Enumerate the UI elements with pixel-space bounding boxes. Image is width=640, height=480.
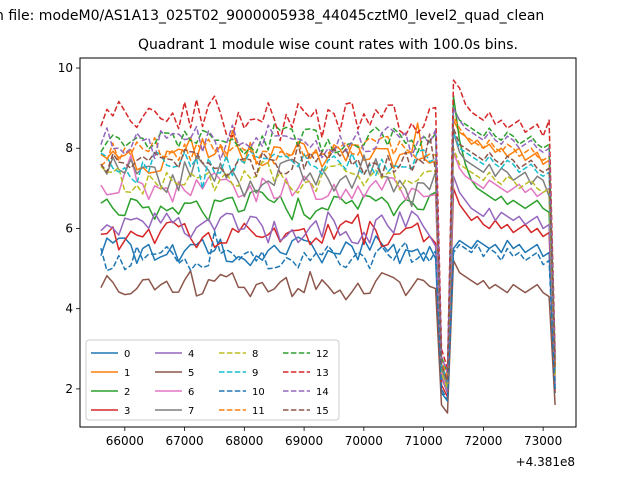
x-tick-label: 67000 <box>165 434 203 448</box>
figure-suptitle: n file: modeM0/AS1A13_025T02_9000005938_… <box>0 8 544 24</box>
series-line-13 <box>100 79 556 370</box>
legend-label-10: 10 <box>252 387 265 398</box>
series-line-6 <box>100 151 556 390</box>
x-tick-label: 70000 <box>345 434 383 448</box>
legend-label-7: 7 <box>188 406 194 417</box>
series-line-0 <box>100 235 556 402</box>
x-tick-label: 72000 <box>464 434 502 448</box>
series-line-4 <box>100 175 556 394</box>
legend-label-12: 12 <box>316 349 329 360</box>
x-axis: 66000 67000 68000 69000 70000 71000 72000 73000 <box>106 427 562 448</box>
legend-label-1: 1 <box>124 368 130 379</box>
legend-box <box>85 339 340 421</box>
legend-label-8: 8 <box>252 349 258 360</box>
x-tick-label: 73000 <box>524 434 562 448</box>
series-line-2 <box>100 95 556 382</box>
x-offset-label: +4.381e8 <box>516 455 575 469</box>
series-line-12 <box>100 107 556 374</box>
legend-label-3: 3 <box>124 406 130 417</box>
y-tick-label: 2 <box>65 382 73 396</box>
series-line-11 <box>100 115 556 378</box>
x-tick-label: 68000 <box>225 434 263 448</box>
series-layer <box>100 79 556 414</box>
legend-label-5: 5 <box>188 368 194 379</box>
y-tick-label: 8 <box>65 141 73 155</box>
y-tick-label: 6 <box>65 221 73 235</box>
legend-label-11: 11 <box>252 406 265 417</box>
series-line-3 <box>100 187 556 398</box>
legend-label-2: 2 <box>124 387 130 398</box>
x-tick-label: 69000 <box>285 434 323 448</box>
legend-label-15: 15 <box>316 406 329 417</box>
legend-label-9: 9 <box>252 368 258 379</box>
series-line-8 <box>100 147 556 390</box>
y-axis: 2 4 6 8 10 <box>58 61 80 396</box>
series-line-14 <box>100 107 556 374</box>
plot-frame <box>79 57 577 428</box>
x-tick-label: 71000 <box>405 434 443 448</box>
series-line-7 <box>100 131 556 386</box>
series-line-5 <box>100 259 556 414</box>
legend-label-0: 0 <box>124 349 130 360</box>
x-tick-label: 66000 <box>106 434 144 448</box>
series-line-10 <box>100 230 556 402</box>
legend-label-13: 13 <box>316 368 329 379</box>
series-line-1 <box>100 119 556 394</box>
y-tick-label: 4 <box>65 302 73 316</box>
legend-label-14: 14 <box>316 387 329 398</box>
chart-title: Quadrant 1 module wise count rates with … <box>138 37 518 53</box>
legend-label-4: 4 <box>188 349 194 360</box>
series-line-15 <box>100 127 556 382</box>
y-tick-label: 10 <box>58 61 73 75</box>
legend-label-6: 6 <box>188 387 194 398</box>
